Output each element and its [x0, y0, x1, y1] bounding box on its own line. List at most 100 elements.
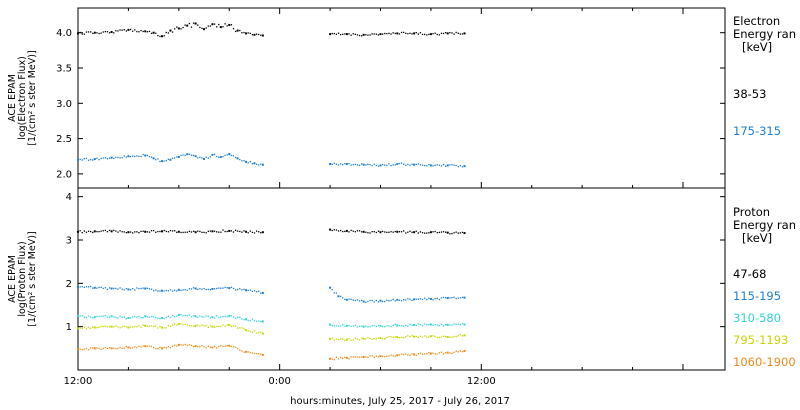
data-point	[121, 347, 123, 350]
data-point	[379, 164, 382, 167]
data-point	[396, 230, 399, 233]
data-point	[102, 325, 104, 328]
data-point	[245, 289, 248, 292]
data-point	[403, 230, 405, 232]
data-point	[237, 327, 239, 329]
data-point	[192, 345, 195, 348]
data-point	[159, 290, 161, 292]
data-point	[96, 347, 98, 349]
data-point	[194, 22, 197, 25]
data-point	[461, 166, 464, 168]
data-point	[115, 230, 117, 232]
data-point	[222, 316, 224, 318]
data-point	[459, 33, 462, 35]
data-point	[117, 288, 119, 290]
data-point	[163, 290, 165, 292]
data-point	[398, 33, 401, 35]
data-point	[396, 354, 399, 357]
data-point	[98, 315, 100, 318]
data-point	[413, 323, 416, 326]
data-point	[339, 163, 342, 165]
data-point	[381, 355, 384, 358]
data-point	[117, 317, 119, 319]
data-point	[390, 336, 392, 338]
data-point	[207, 25, 209, 27]
data-point	[398, 299, 401, 301]
data-point	[369, 326, 371, 328]
data-point	[115, 325, 117, 327]
data-point	[367, 326, 369, 328]
data-point	[171, 324, 174, 326]
data-point	[429, 335, 432, 338]
data-point	[234, 30, 237, 33]
data-point	[260, 163, 262, 165]
data-point	[153, 290, 155, 292]
data-point	[455, 323, 457, 325]
data-point	[203, 346, 205, 348]
data-point	[146, 154, 149, 157]
data-point	[455, 350, 457, 352]
data-point	[436, 336, 438, 339]
data-point	[251, 318, 254, 320]
data-point	[83, 33, 86, 35]
data-point	[110, 325, 113, 328]
data-point	[345, 298, 348, 301]
data-point	[390, 231, 392, 233]
data-point	[419, 32, 422, 34]
data-point	[108, 287, 111, 289]
data-point	[459, 350, 462, 352]
data-point	[419, 298, 422, 300]
data-point	[123, 231, 125, 233]
data-point	[194, 345, 197, 348]
data-point	[81, 33, 83, 35]
data-point	[148, 231, 151, 233]
data-point	[119, 287, 121, 289]
data-point	[451, 324, 453, 326]
data-point	[445, 32, 447, 34]
data-point	[247, 232, 249, 234]
data-point	[127, 346, 130, 349]
data-point	[100, 325, 102, 328]
data-point	[180, 322, 182, 325]
data-point	[79, 327, 81, 329]
data-point	[87, 349, 90, 351]
data-point	[362, 33, 365, 36]
data-point	[373, 231, 375, 233]
data-point	[445, 335, 447, 338]
data-point	[167, 346, 170, 348]
data-point	[203, 158, 206, 161]
data-point	[155, 32, 157, 34]
y-axis-label: ACE EPAM	[7, 255, 18, 303]
data-point	[426, 336, 428, 338]
data-point	[176, 156, 178, 158]
data-point	[197, 324, 199, 326]
data-point	[186, 153, 189, 156]
data-point	[245, 160, 248, 163]
data-point	[451, 32, 453, 34]
data-point	[165, 159, 167, 162]
data-point	[142, 324, 144, 326]
data-point	[394, 300, 396, 302]
data-point	[459, 232, 462, 234]
data-point	[405, 353, 407, 355]
data-point	[92, 317, 94, 319]
data-point	[419, 164, 422, 166]
data-point	[138, 288, 140, 290]
data-point	[106, 316, 109, 318]
data-point	[150, 315, 153, 318]
data-point	[371, 230, 373, 233]
data-point	[234, 317, 237, 319]
data-point	[180, 313, 182, 316]
data-point	[182, 154, 184, 156]
data-point	[184, 24, 186, 26]
data-point	[232, 346, 235, 348]
data-point	[260, 331, 262, 333]
data-point	[449, 324, 451, 326]
data-point	[436, 164, 438, 166]
data-point	[104, 157, 107, 159]
data-point	[419, 335, 422, 337]
data-point	[216, 315, 218, 317]
data-point	[121, 316, 123, 318]
data-point	[113, 326, 115, 328]
data-point	[245, 32, 248, 35]
